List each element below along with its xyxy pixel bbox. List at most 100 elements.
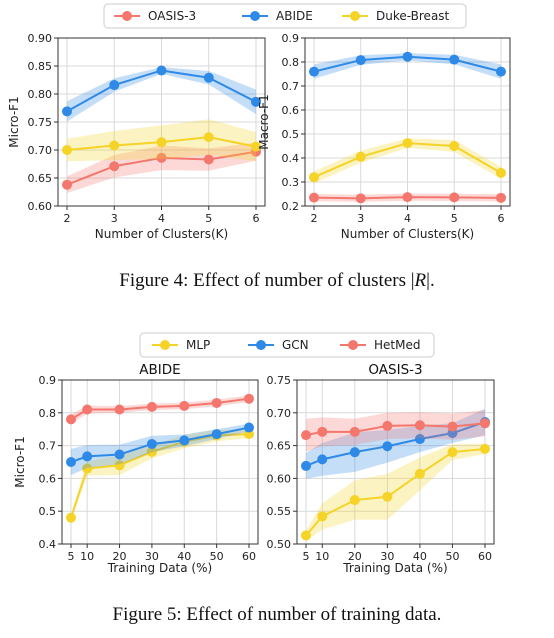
- data-point: [146, 438, 157, 449]
- chart-panel-fig4-right: 0.2 0.3 0.4 0.5 0.6 0.7 0.8 0.9 2 3 4 5 6 Number of C…: [257, 32, 511, 241]
- legend-marker: [350, 11, 360, 21]
- data-point: [496, 66, 506, 77]
- data-point: [62, 145, 72, 155]
- plot-frame: [57, 37, 266, 207]
- y-tick-label: 0.5: [282, 128, 300, 141]
- y-tick-label: 0.6: [282, 104, 300, 117]
- figure-4-caption-suffix: |.: [426, 270, 435, 291]
- data-point: [402, 51, 413, 62]
- data-point: [449, 192, 460, 203]
- data-point: [317, 426, 328, 437]
- legend-entry: Duke-Breast: [342, 9, 450, 23]
- chart-title: ABIDE: [139, 362, 180, 378]
- data-point: [211, 429, 222, 440]
- data-point: [62, 106, 72, 117]
- data-point: [447, 421, 458, 432]
- data-point: [402, 192, 413, 203]
- data-point: [114, 404, 125, 415]
- figure-5-caption: Figure 5: Effect of number of training d…: [112, 604, 442, 625]
- data-point: [244, 393, 254, 404]
- x-axis-label: Training Data (%): [342, 561, 447, 575]
- data-point: [179, 400, 190, 411]
- data-point: [62, 179, 72, 190]
- data-point: [82, 463, 93, 474]
- legend-marker: [122, 11, 132, 21]
- series-abide: [309, 51, 506, 79]
- charts-canvas: 0.600.650.700.750.800.850.902 3 4 5 6Number …: [7, 3, 511, 575]
- data-point: [301, 460, 311, 471]
- plot-frame: [304, 37, 511, 207]
- confidence-band: [71, 429, 249, 521]
- plot-frame: [296, 379, 495, 545]
- y-tick-label: 0.85: [28, 60, 53, 73]
- legend-marker: [250, 11, 260, 21]
- data-point: [309, 66, 319, 77]
- data-point: [382, 491, 393, 502]
- chart-panel-fig4-left: 0.60 0.65 0.70 0.75 0.80 0.85 0.90 2 3 4 5 6 Number …: [7, 32, 266, 241]
- y-axis-label: Micro-F1: [7, 96, 21, 147]
- y-tick-label: 0.8: [39, 407, 57, 420]
- data-point: [349, 426, 360, 437]
- legend-entry: ABIDE: [242, 9, 313, 23]
- y-tick-label: 0.4: [282, 152, 300, 165]
- y-tick-label: 0.8: [282, 56, 300, 69]
- x-tick-label: 40: [413, 550, 427, 563]
- data-point: [414, 434, 425, 445]
- data-point: [449, 54, 460, 65]
- data-point: [309, 192, 319, 203]
- data-point: [309, 172, 319, 183]
- data-point: [109, 80, 120, 91]
- data-point: [156, 137, 167, 148]
- legend-entry: OASIS-3: [114, 9, 196, 23]
- y-tick-label: 0.70: [28, 144, 53, 157]
- x-tick-label: 40: [177, 550, 191, 563]
- chart-panel-fig5-right: 0.50 0.55 0.60 0.65 0.70 0.75 5 10 20 30 40 50 60 Tra…: [267, 362, 495, 575]
- legend-label: MLP: [186, 338, 210, 352]
- data-point: [414, 420, 425, 431]
- x-tick-label: 60: [478, 550, 492, 563]
- data-point: [109, 161, 120, 172]
- data-point: [82, 404, 93, 415]
- series-hetmed: [301, 410, 490, 452]
- data-point: [317, 454, 328, 465]
- y-tick-label: 0.55: [267, 505, 292, 518]
- x-tick-label: 50: [445, 550, 459, 563]
- data-point: [244, 422, 254, 433]
- y-tick-label: 0.7: [39, 440, 57, 453]
- data-point: [109, 140, 120, 151]
- data-point: [382, 420, 393, 431]
- legend-label: ABIDE: [276, 9, 313, 23]
- x-tick-label: 20: [348, 550, 362, 563]
- data-point: [317, 511, 328, 522]
- y-tick-label: 0.60: [28, 200, 53, 213]
- y-tick-label: 0.50: [267, 538, 292, 551]
- legend-label: HetMed: [374, 338, 420, 352]
- x-tick-label: 4: [158, 212, 165, 225]
- data-point: [146, 446, 157, 457]
- x-tick-label: 3: [357, 212, 364, 225]
- x-tick-label: 3: [111, 212, 118, 225]
- data-point: [179, 435, 190, 446]
- data-point: [480, 443, 490, 454]
- x-tick-label: 2: [311, 212, 318, 225]
- data-point: [447, 447, 458, 458]
- legend-fig4-left: OASIS-3 ABIDE Duke-Breast: [103, 3, 467, 29]
- y-tick-label: 0.70: [267, 407, 292, 420]
- chart-title: OASIS-3: [368, 362, 422, 378]
- figure-4-caption: Figure 4: Effect of number of clusters |…: [0, 270, 554, 292]
- data-point: [211, 397, 222, 408]
- data-point: [349, 447, 360, 458]
- x-tick-label: 5: [68, 550, 75, 563]
- x-tick-label: 5: [451, 212, 458, 225]
- data-point: [402, 138, 413, 149]
- y-tick-label: 0.65: [267, 440, 292, 453]
- plot-frame: [61, 379, 259, 545]
- x-axis-label: Number of Clusters(K): [341, 227, 474, 241]
- data-point: [66, 414, 76, 425]
- x-tick-label: 20: [113, 550, 127, 563]
- data-point: [203, 154, 214, 165]
- x-tick-label: 6: [498, 212, 505, 225]
- y-tick-label: 0.90: [28, 32, 53, 45]
- series-duke-breast: [309, 138, 506, 184]
